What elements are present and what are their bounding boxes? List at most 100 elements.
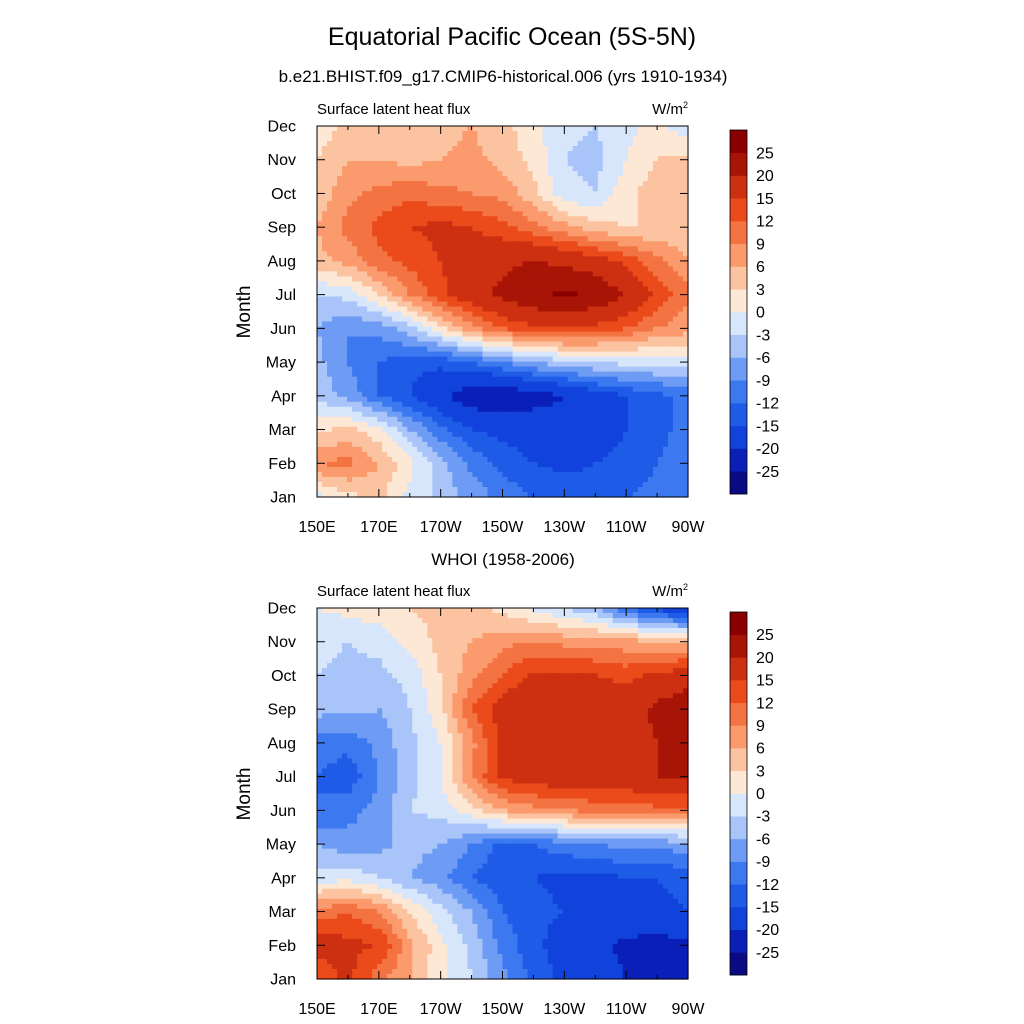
- heatmap-cell: [357, 201, 363, 207]
- heatmap-cell: [492, 366, 499, 373]
- heatmap-cell: [607, 301, 614, 308]
- heatmap-cell: [522, 131, 529, 137]
- heatmap-cell: [352, 291, 358, 298]
- heatmap-cell: [527, 396, 534, 403]
- heatmap-cell: [447, 341, 453, 348]
- heatmap-cell: [367, 276, 373, 283]
- heatmap-cell: [522, 251, 529, 257]
- heatmap-cell: [342, 351, 348, 358]
- heatmap-cell: [487, 361, 494, 368]
- heatmap-cell: [372, 366, 378, 373]
- heatmap-cell: [462, 291, 468, 298]
- heatmap-cell: [587, 276, 594, 283]
- heatmap-cell: [642, 161, 649, 167]
- heatmap-cell: [627, 146, 634, 152]
- heatmap-cell: [607, 236, 614, 242]
- heatmap-cell: [517, 226, 524, 232]
- heatmap-cell: [632, 146, 639, 152]
- heatmap-cell: [577, 216, 584, 222]
- heatmap-cell: [402, 426, 408, 433]
- heatmap-cell: [627, 351, 634, 358]
- heatmap-cell: [482, 431, 489, 438]
- heatmap-cell: [492, 396, 499, 403]
- heatmap-cell: [497, 421, 504, 428]
- heatmap-cell: [552, 186, 559, 192]
- heatmap-cell: [517, 241, 524, 247]
- heatmap-cell: [532, 241, 539, 247]
- heatmap-cell: [442, 271, 448, 277]
- heatmap-cell: [337, 131, 343, 137]
- heatmap-cell: [657, 301, 664, 308]
- heatmap-cell: [512, 406, 519, 413]
- heatmap-cell: [457, 246, 463, 252]
- heatmap-cell: [552, 256, 559, 262]
- heatmap-cell: [512, 366, 519, 373]
- heatmap-cell: [447, 256, 453, 262]
- heatmap-cell: [527, 266, 534, 272]
- heatmap-cell: [652, 411, 659, 418]
- heatmap-cell: [347, 261, 353, 267]
- heatmap-cell: [527, 291, 534, 298]
- heatmap-cell: [492, 251, 499, 257]
- heatmap-cell: [357, 426, 363, 433]
- heatmap-cell: [627, 451, 634, 458]
- heatmap-cell: [422, 166, 428, 172]
- heatmap-cell: [372, 131, 378, 137]
- heatmap-cell: [332, 306, 338, 313]
- heatmap-cell: [617, 316, 624, 323]
- heatmap-cell: [672, 296, 679, 303]
- heatmap-cell: [422, 131, 428, 137]
- heatmap-cell: [547, 426, 554, 433]
- heatmap-cell: [667, 206, 674, 212]
- heatmap-cell: [452, 271, 458, 277]
- heatmap-cell: [477, 306, 484, 313]
- heatmap-cell: [657, 451, 664, 458]
- heatmap-cell: [617, 341, 624, 348]
- heatmap-cell: [387, 181, 393, 187]
- heatmap-cell: [592, 436, 599, 443]
- heatmap-cell: [657, 201, 664, 207]
- heatmap-cell: [412, 411, 418, 418]
- heatmap-cell: [437, 356, 443, 363]
- heatmap-cell: [592, 321, 599, 328]
- heatmap-cell: [617, 451, 624, 458]
- heatmap-cell: [352, 186, 358, 192]
- heatmap-cell: [327, 161, 333, 167]
- heatmap-cell: [372, 456, 378, 463]
- heatmap-cell: [542, 201, 549, 207]
- heatmap-cell: [667, 416, 674, 423]
- heatmap-cell: [637, 171, 644, 177]
- heatmap-cell: [427, 446, 433, 453]
- heatmap-cell: [412, 196, 418, 202]
- heatmap-cell: [352, 151, 358, 157]
- heatmap-cell: [542, 401, 549, 408]
- heatmap-cell: [497, 381, 504, 388]
- heatmap-cell: [417, 136, 423, 142]
- heatmap-cell: [477, 451, 484, 458]
- heatmap-cell: [377, 346, 383, 353]
- heatmap-cell: [447, 216, 453, 222]
- heatmap-cell: [437, 221, 443, 227]
- heatmap-cell: [432, 366, 438, 373]
- heatmap-cell: [627, 456, 634, 463]
- heatmap-cell: [477, 271, 484, 277]
- heatmap-cell: [547, 196, 554, 202]
- heatmap-cell: [357, 131, 363, 137]
- heatmap-cell: [332, 236, 338, 242]
- heatmap-cell: [602, 126, 609, 132]
- heatmap-cell: [612, 286, 619, 293]
- heatmap-cell: [517, 301, 524, 308]
- heatmap-cell: [517, 131, 524, 137]
- heatmap-cell: [582, 371, 589, 378]
- heatmap-cell: [582, 186, 589, 192]
- heatmap-cell: [547, 136, 554, 142]
- heatmap-cell: [457, 401, 463, 408]
- heatmap-cell: [457, 391, 463, 398]
- heatmap-cell: [582, 236, 589, 242]
- heatmap-cell: [427, 256, 433, 262]
- heatmap-cell: [427, 411, 433, 418]
- heatmap-cell: [522, 391, 529, 398]
- heatmap-cell: [682, 171, 689, 177]
- heatmap-cell: [497, 426, 504, 433]
- heatmap-cell: [357, 151, 363, 157]
